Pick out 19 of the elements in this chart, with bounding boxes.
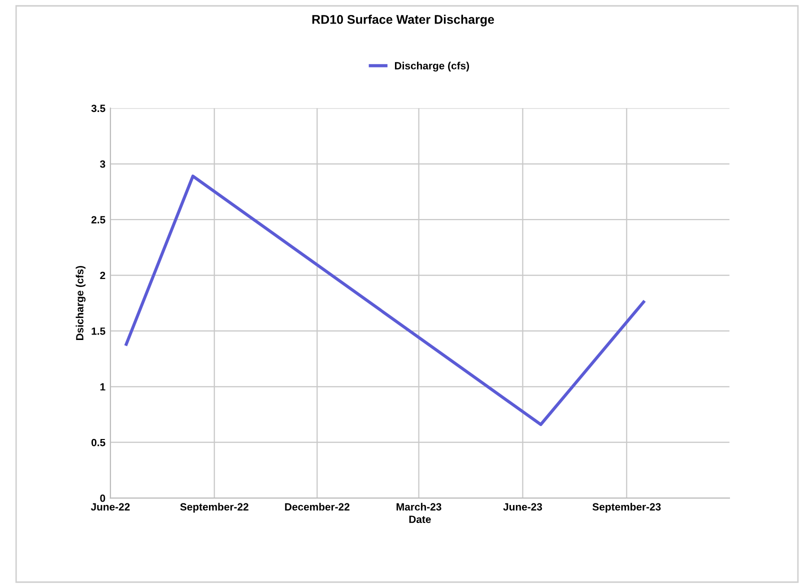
y-tick-label: 2: [100, 272, 106, 280]
x-tick-label: September-23: [592, 502, 661, 513]
x-tick-label: September-22: [180, 502, 248, 513]
legend-label: Discharge (cfs): [394, 62, 470, 72]
y-tick-label: 1: [100, 383, 106, 390]
x-tick-label: March-23: [396, 502, 442, 511]
y-tick-label: 3: [100, 160, 106, 168]
y-tick-label: 0.5: [91, 438, 106, 446]
line-series: [124, 174, 646, 426]
x-axis-title: Date: [409, 516, 431, 524]
y-tick-label: 2.5: [91, 216, 106, 224]
y-tick-label: 0: [100, 494, 106, 502]
y-tick-label: 1.5: [92, 328, 106, 335]
x-tick-label: December-22: [285, 502, 350, 511]
x-tick-label: June-23: [503, 503, 542, 511]
y-tick-label: 3.5: [91, 104, 106, 112]
x-tick-label: June-22: [90, 503, 130, 511]
y-axis-title: Dsicharge (cfs): [76, 266, 86, 340]
chart-title: RD10 Surface Water Discharge: [312, 14, 494, 26]
